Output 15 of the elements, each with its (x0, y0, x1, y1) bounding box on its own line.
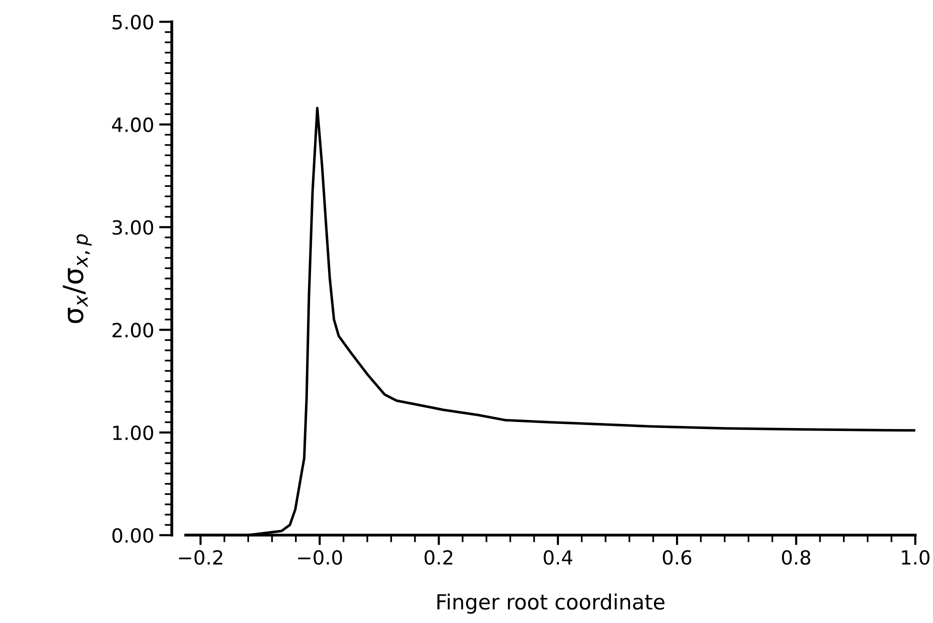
x-tick-label: −0.2 (179, 550, 222, 565)
y-tick-label: 5.00 (112, 14, 154, 30)
y-tick-label: 0.00 (112, 528, 154, 543)
y-tick-label: 3.00 (112, 220, 154, 235)
y-tick-label: 2.00 (112, 322, 154, 338)
x-tick-label: −0.0 (298, 550, 342, 565)
y-tick-label: 1.00 (113, 425, 154, 440)
x-tick-label: 0.8 (782, 550, 810, 565)
x-tick-label: 1.0 (902, 550, 930, 565)
x-tick-label: 0.6 (662, 550, 692, 565)
x-tick-label: 0.4 (544, 550, 572, 565)
x-tick-label: 0.2 (424, 550, 452, 565)
y-tick-label: 4.00 (112, 117, 154, 132)
x-axis-title: Finger root coordinate (437, 594, 664, 614)
y-axis-title: σ$_{x}$/σ$_{x,p}$ (62, 234, 92, 324)
